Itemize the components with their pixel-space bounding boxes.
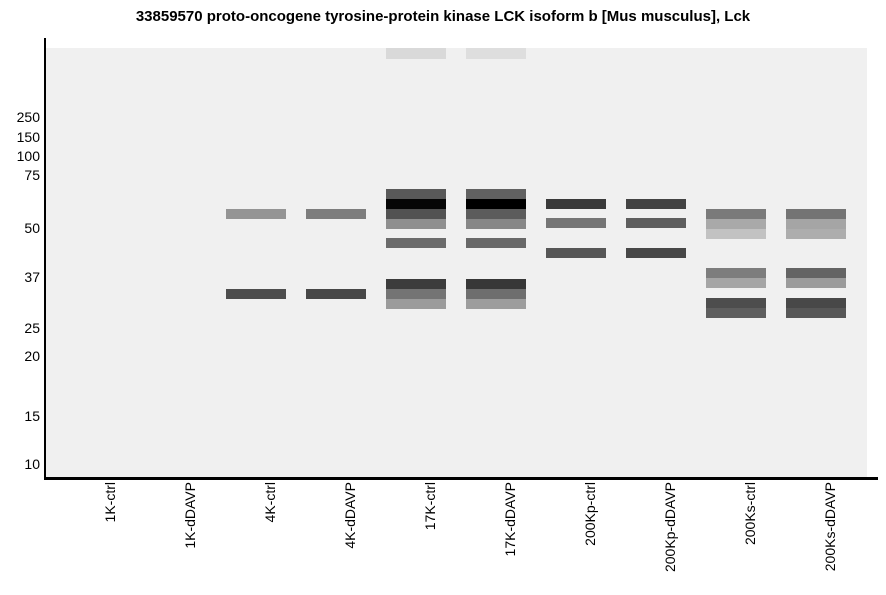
chart-title: 33859570 proto-oncogene tyrosine-protein…: [135, 8, 751, 25]
gel-band: [786, 229, 846, 239]
y-tick-label: 10: [24, 456, 40, 472]
gel-band: [786, 219, 846, 229]
x-lane-label: 200Kp-dDAVP: [662, 482, 678, 573]
gel-band: [466, 238, 526, 248]
gel-band: [466, 299, 526, 309]
gel-band: [466, 289, 526, 299]
gel-band: [386, 189, 446, 199]
gel-band: [706, 219, 766, 229]
gel-band: [626, 199, 686, 209]
plot-area: [45, 48, 867, 477]
gel-band: [386, 199, 446, 209]
gel-band: [386, 238, 446, 248]
x-lane-label: 17K-ctrl: [422, 482, 438, 531]
gel-band: [466, 189, 526, 199]
gel-band: [386, 289, 446, 299]
gel-band: [706, 209, 766, 219]
gel-band: [786, 298, 846, 308]
gel-band: [386, 209, 446, 219]
x-lane-label: 4K-dDAVP: [342, 482, 358, 549]
x-lane-label: 200Kp-ctrl: [582, 482, 598, 546]
y-tick-label: 25: [24, 320, 40, 336]
x-axis: [44, 477, 878, 480]
gel-band: [386, 299, 446, 309]
gel-band: [386, 219, 446, 229]
gel-band: [466, 219, 526, 229]
gel-band: [706, 298, 766, 308]
gel-band: [626, 248, 686, 258]
x-lane-label: 17K-dDAVP: [502, 482, 518, 557]
y-tick-label: 250: [16, 109, 40, 125]
gel-band: [786, 278, 846, 288]
x-lane-label: 4K-ctrl: [262, 482, 278, 523]
gel-band: [386, 279, 446, 289]
gel-band: [626, 218, 686, 228]
gel-band: [386, 48, 446, 59]
y-tick-label: 100: [16, 148, 40, 164]
gel-band: [706, 278, 766, 288]
gel-band: [706, 308, 766, 318]
gel-band: [706, 229, 766, 239]
y-tick-label: 150: [16, 129, 40, 145]
y-tick-label: 50: [24, 220, 40, 236]
x-lane-label: 200Ks-dDAVP: [822, 482, 838, 572]
gel-band: [786, 268, 846, 278]
y-tick-label: 37: [24, 269, 40, 285]
gel-band: [466, 209, 526, 219]
gel-band: [466, 279, 526, 289]
gel-band: [706, 268, 766, 278]
gel-band: [546, 199, 606, 209]
gel-band: [786, 209, 846, 219]
y-tick-label: 20: [24, 348, 40, 364]
gel-band: [546, 218, 606, 228]
y-tick-label: 75: [24, 167, 40, 183]
gel-band: [466, 199, 526, 209]
gel-band: [546, 248, 606, 258]
x-lane-label: 200Ks-ctrl: [742, 482, 758, 546]
gel-band: [786, 308, 846, 318]
gel-band: [466, 48, 526, 59]
y-axis: [44, 38, 46, 480]
gel-band: [306, 289, 366, 299]
gel-band: [306, 209, 366, 219]
gel-band: [226, 209, 286, 219]
x-lane-label: 1K-dDAVP: [182, 482, 198, 549]
x-lane-label: 1K-ctrl: [102, 482, 118, 523]
y-tick-label: 15: [24, 408, 40, 424]
gel-band: [226, 289, 286, 299]
